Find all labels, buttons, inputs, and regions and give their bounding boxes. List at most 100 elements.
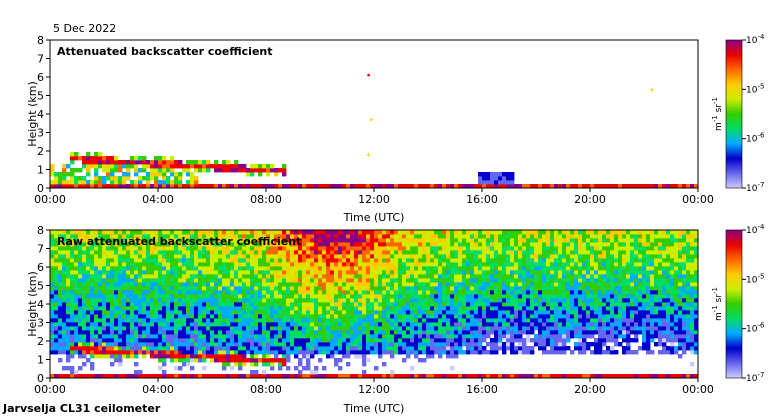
heatmap-cell: [166, 290, 171, 295]
heatmap-cell: [430, 342, 435, 347]
heatmap-cell: [262, 306, 267, 311]
heatmap-cell: [518, 306, 523, 311]
heatmap-cell: [578, 318, 583, 323]
heatmap-cell: [414, 330, 419, 335]
heatmap-cell: [182, 362, 187, 367]
heatmap-cell: [490, 306, 495, 311]
heatmap-cell: [242, 258, 247, 263]
heatmap-cell: [434, 266, 439, 271]
heatmap-cell: [406, 298, 411, 303]
heatmap-cell: [558, 184, 563, 188]
y-tick-label: 3: [37, 127, 44, 140]
heatmap-cell: [334, 274, 339, 279]
heatmap-cell: [74, 242, 79, 247]
heatmap-cell: [250, 306, 255, 311]
heatmap-cell: [198, 354, 203, 359]
heatmap-cell: [538, 338, 543, 343]
heatmap-cell: [306, 258, 311, 263]
heatmap-cell: [322, 278, 327, 283]
panel-attenuated-backscatter: Attenuated backscatter coefficient 01234…: [26, 33, 765, 224]
heatmap-cell: [490, 350, 495, 355]
heatmap-cell: [286, 254, 291, 259]
heatmap-cell: [330, 278, 335, 283]
heatmap-cell: [314, 270, 319, 275]
heatmap-cell: [386, 258, 391, 263]
heatmap-cell: [90, 350, 95, 355]
heatmap-cell: [286, 366, 291, 371]
heatmap-cell: [74, 230, 79, 235]
heatmap-cell: [162, 302, 167, 307]
heatmap-cell: [450, 234, 455, 239]
heatmap-cell: [122, 322, 127, 327]
heatmap-cell: [502, 318, 507, 323]
heatmap-cell: [210, 374, 215, 378]
heatmap-cell: [318, 318, 323, 323]
heatmap-cell: [350, 330, 355, 335]
heatmap-cell: [510, 290, 515, 295]
heatmap-cell: [54, 234, 59, 239]
heatmap-cell: [574, 230, 579, 235]
heatmap-cell: [522, 258, 527, 263]
heatmap-cell: [394, 254, 399, 259]
heatmap-cell: [70, 326, 75, 331]
heatmap-cell: [198, 270, 203, 275]
heatmap-cell: [354, 282, 359, 287]
heatmap-cell: [118, 262, 123, 267]
heatmap-cell: [494, 290, 499, 295]
heatmap-cell: [490, 230, 495, 235]
heatmap-cell: [578, 286, 583, 291]
heatmap-cell: [466, 242, 471, 247]
heatmap-cell: [174, 342, 179, 347]
heatmap-cell: [294, 338, 299, 343]
heatmap-cell: [254, 334, 259, 339]
heatmap-cell: [118, 338, 123, 343]
heatmap-cell: [422, 270, 427, 275]
heatmap-cell: [238, 168, 243, 173]
heatmap-cell: [402, 294, 407, 299]
heatmap-cell: [350, 262, 355, 267]
heatmap-cell: [538, 258, 543, 263]
heatmap-cell: [210, 278, 215, 283]
heatmap-cell: [530, 246, 535, 251]
heatmap-cell: [318, 286, 323, 291]
heatmap-cell: [406, 354, 411, 359]
heatmap-cell: [310, 374, 315, 378]
heatmap-cell: [326, 286, 331, 291]
heatmap-cell: [326, 242, 331, 247]
heatmap-cell: [110, 246, 115, 251]
heatmap-cell: [570, 282, 575, 287]
heatmap-cell: [590, 330, 595, 335]
heatmap-cell: [98, 230, 103, 235]
heatmap-cell: [414, 250, 419, 255]
heatmap-cell: [422, 314, 427, 319]
heatmap-cell: [338, 330, 343, 335]
heatmap-cell: [198, 286, 203, 291]
heatmap-cell: [258, 266, 263, 271]
heatmap-cell: [354, 334, 359, 339]
heatmap-cell: [394, 274, 399, 279]
heatmap-cell: [522, 314, 527, 319]
heatmap-cell: [278, 298, 283, 303]
heatmap-cell: [514, 334, 519, 339]
heatmap-cell: [114, 310, 119, 315]
heatmap-cell: [242, 326, 247, 331]
heatmap-cell: [526, 274, 531, 279]
heatmap-cell: [370, 346, 375, 351]
heatmap-cell: [158, 270, 163, 275]
heatmap-cell: [202, 302, 207, 307]
heatmap-cell: [466, 294, 471, 299]
heatmap-cell: [234, 290, 239, 295]
heatmap-cell: [254, 262, 259, 267]
heatmap-cell: [474, 330, 479, 335]
heatmap-cell: [518, 294, 523, 299]
heatmap-cell: [514, 314, 519, 319]
heatmap-cell: [126, 160, 131, 165]
heatmap-cell: [266, 314, 271, 319]
heatmap-cell: [438, 338, 443, 343]
heatmap-cell: [386, 314, 391, 319]
heatmap-cell: [130, 160, 135, 165]
heatmap-cell: [434, 234, 439, 239]
heatmap-cell: [98, 156, 103, 161]
heatmap-cell: [430, 274, 435, 279]
heatmap-cell: [398, 310, 403, 315]
